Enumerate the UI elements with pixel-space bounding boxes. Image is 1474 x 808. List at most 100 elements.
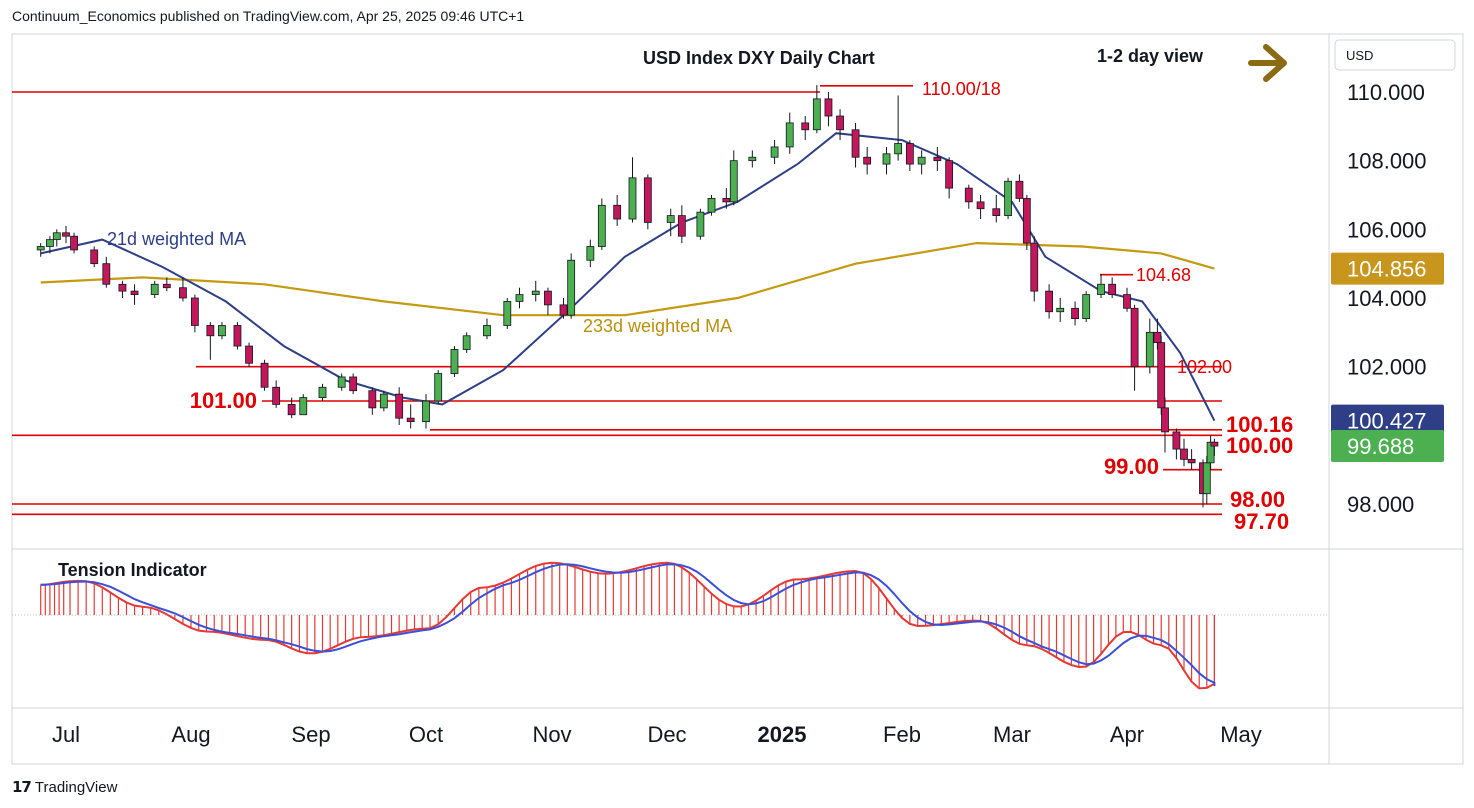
- candle: [52, 229, 61, 247]
- candle-body: [1022, 198, 1031, 244]
- level-label-98: 98.00: [1230, 487, 1285, 512]
- candle-body: [1004, 180, 1012, 216]
- candle: [1022, 195, 1031, 250]
- candle-body: [597, 204, 606, 247]
- candle: [206, 322, 215, 360]
- candle: [1015, 174, 1024, 202]
- candle: [379, 390, 388, 412]
- publisher-attribution: Continuum_Economics published on Trading…: [12, 8, 525, 24]
- tension-histogram: [40, 562, 1216, 689]
- candle-body: [406, 417, 415, 422]
- candle: [1082, 291, 1091, 323]
- x-tick-label: Jul: [52, 722, 80, 747]
- candle: [812, 85, 821, 134]
- x-tick-label: Feb: [883, 722, 921, 747]
- candle-body: [245, 345, 253, 364]
- y-tick-label: 104.000: [1347, 286, 1427, 311]
- candle: [450, 346, 459, 377]
- candle-body: [1108, 283, 1117, 295]
- candle: [559, 298, 568, 319]
- candle-body: [233, 325, 242, 347]
- candle: [917, 150, 926, 175]
- candle: [162, 277, 171, 292]
- currency-label: USD: [1346, 48, 1373, 63]
- candle: [824, 92, 833, 127]
- candle: [245, 342, 253, 367]
- x-tick-label: May: [1220, 722, 1262, 747]
- y-tick-label: 108.000: [1347, 149, 1427, 174]
- candle: [1172, 428, 1181, 460]
- candle-body: [531, 290, 540, 295]
- candle-body: [150, 283, 159, 295]
- candle-body: [1045, 290, 1053, 313]
- candle-body: [1015, 180, 1024, 199]
- candle-body: [287, 404, 296, 416]
- candle-body: [102, 263, 111, 285]
- candle: [190, 294, 199, 333]
- x-tick-label: 2025: [758, 722, 807, 747]
- candle-body: [179, 287, 187, 299]
- candle: [567, 253, 576, 319]
- candle: [666, 208, 675, 237]
- x-tick-label: Oct: [409, 722, 443, 747]
- candle: [882, 146, 891, 175]
- candle-body: [299, 397, 308, 416]
- candle-body: [905, 143, 914, 165]
- candle-body: [515, 294, 524, 302]
- candle-body: [1030, 242, 1039, 292]
- level-label-97-7: 97.70: [1234, 509, 1289, 534]
- tension-red-line: [40, 561, 1215, 690]
- candle-body: [1071, 307, 1079, 319]
- tension-indicator-label: Tension Indicator: [58, 560, 207, 580]
- candle-body: [118, 283, 127, 292]
- x-tick-label: Aug: [171, 722, 210, 747]
- candle: [677, 205, 686, 244]
- candle: [836, 109, 844, 141]
- candle-body: [917, 156, 926, 165]
- candle-body: [1056, 307, 1065, 313]
- candle-body: [559, 304, 568, 316]
- candle-body: [36, 246, 45, 251]
- candle: [1210, 438, 1219, 456]
- ma21-line: [40, 132, 1216, 422]
- candle-body: [666, 215, 675, 223]
- chart-title: USD Index DXY Daily Chart: [643, 48, 875, 68]
- candle-body: [260, 362, 269, 388]
- candle-body: [643, 177, 652, 223]
- level-label-99: 99.00: [1104, 454, 1159, 479]
- candle-body: [628, 177, 637, 220]
- x-tick-label: Sep: [291, 722, 330, 747]
- candle-body: [976, 201, 985, 210]
- price-badge-label: 104.856: [1347, 257, 1427, 282]
- candle-body: [462, 335, 471, 350]
- candle: [628, 157, 637, 223]
- candle: [643, 174, 652, 230]
- candle-body: [318, 386, 327, 398]
- candle: [503, 298, 512, 329]
- candle-body: [801, 122, 810, 131]
- price-badge-label: 100.427: [1347, 409, 1427, 434]
- candle: [945, 157, 954, 199]
- candle: [483, 318, 491, 340]
- candle-body: [1180, 448, 1188, 460]
- price-badge-box: [1331, 252, 1444, 285]
- candle-body: [544, 290, 552, 306]
- candle-body: [272, 386, 281, 405]
- candle-body: [1097, 283, 1105, 295]
- candle: [1045, 284, 1053, 319]
- level-label-100: 100.00: [1226, 433, 1293, 458]
- view-label: 1-2 day view: [1097, 46, 1204, 66]
- x-tick-label: Mar: [993, 722, 1031, 747]
- candle-body: [130, 290, 139, 295]
- candle-body: [1123, 294, 1131, 309]
- candle: [933, 146, 942, 171]
- candle-body: [851, 129, 860, 158]
- candle: [613, 195, 622, 226]
- candle: [1108, 277, 1117, 298]
- candle-body: [729, 160, 738, 203]
- y-tick-label: 110.000: [1347, 80, 1425, 105]
- candle-body: [748, 156, 757, 162]
- candle-body: [1153, 331, 1162, 344]
- candle: [299, 394, 308, 416]
- candle: [722, 188, 731, 209]
